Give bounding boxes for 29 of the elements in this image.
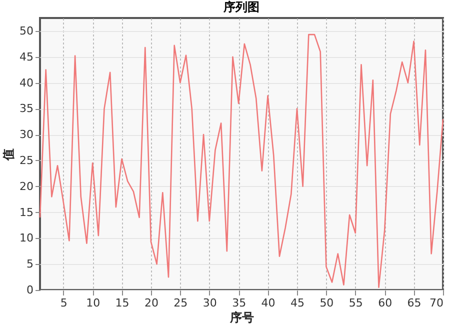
y-tick-label: 0 — [26, 284, 34, 296]
y-tick-label: 25 — [20, 154, 34, 167]
x-tick-label: 5 — [60, 296, 68, 310]
y-tick-label: 45 — [20, 50, 34, 64]
x-tick-label: 60 — [378, 296, 392, 310]
x-tick-label: 55 — [348, 296, 363, 310]
y-tick-label: 50 — [20, 24, 34, 38]
line-series — [39, 34, 444, 288]
y-tick-label: 20 — [20, 180, 34, 193]
x-tick-label: 45 — [290, 296, 304, 310]
y-tick-label: 30 — [20, 128, 34, 142]
y-tick-label: 10 — [20, 232, 34, 245]
x-tick-label: 10 — [86, 296, 100, 310]
y-tick-label: 5 — [26, 258, 34, 271]
x-axis-title: 序号 — [229, 310, 254, 324]
x-tick-label: 70 — [430, 296, 444, 310]
y-tick-label: 35 — [20, 102, 34, 116]
y-axis-title: 值 — [2, 148, 16, 162]
y-tick-label: 40 — [20, 76, 34, 90]
x-tick-label: 40 — [261, 296, 276, 310]
chart-title: 序列图 — [222, 0, 260, 14]
x-tick-label: 50 — [320, 296, 334, 310]
x-tick-label: 65 — [407, 296, 422, 310]
y-tick-label: 15 — [20, 206, 34, 219]
x-tick-label: 25 — [174, 296, 188, 310]
x-tick-label: 15 — [115, 296, 130, 310]
x-tick-label: 20 — [144, 296, 158, 310]
x-tick-label: 30 — [202, 296, 217, 310]
x-tick-label: 35 — [232, 296, 246, 310]
